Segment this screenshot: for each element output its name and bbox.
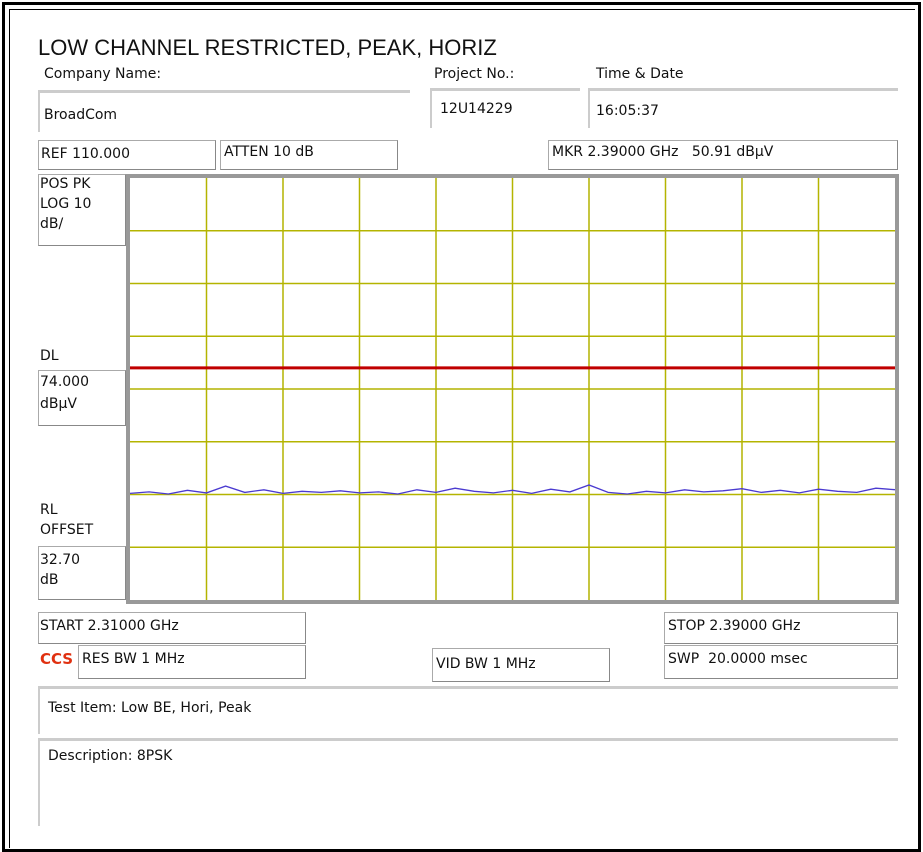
atten-box: [220, 140, 398, 170]
test-item: Test Item: Low BE, Hori, Peak: [48, 700, 252, 716]
detector: dB/: [40, 216, 64, 232]
vid-bw: VID BW 1 MHz: [436, 656, 536, 672]
title: LOW CHANNEL RESTRICTED, PEAK, HORIZ: [38, 35, 497, 60]
dl-value: 74.000: [40, 374, 89, 390]
atten: ATTEN 10 dB: [224, 144, 314, 160]
time: 16:05:37: [596, 103, 659, 119]
inner-frame: [9, 9, 915, 848]
stop-box: [664, 612, 898, 644]
test-item-field: [38, 686, 898, 734]
sweep: SWP 20.0000 msec: [668, 651, 808, 667]
start: START 2.31000 GHz: [40, 618, 179, 634]
marker-box: [548, 140, 898, 170]
detector: POS PK: [40, 176, 91, 192]
company-field: [38, 90, 410, 132]
description-field: [38, 738, 898, 826]
rl-unit: dB: [40, 572, 59, 588]
trace: [129, 484, 896, 495]
res-bw: RES BW 1 MHz: [82, 651, 185, 667]
plot-border: [126, 174, 899, 604]
start-box: [38, 612, 306, 644]
time-field: [588, 88, 898, 128]
rl-label: OFFSET: [40, 522, 94, 538]
rl-value: 32.70: [40, 552, 81, 568]
marker: MKR 2.39000 GHz 50.91 dBµV: [552, 144, 774, 160]
time-label: Time & Date: [596, 66, 684, 82]
stop: STOP 2.39000 GHz: [668, 618, 801, 634]
vid-bw-box: [432, 648, 610, 682]
res-bw-box: [78, 645, 306, 679]
company-label: Company Name:: [44, 66, 162, 82]
project-field: [430, 88, 580, 128]
detector-box: [38, 174, 126, 246]
logo: CCS: [40, 650, 74, 668]
dl-box: [38, 370, 126, 426]
rl-label: RL: [40, 502, 58, 518]
dl-unit: dBµV: [40, 396, 77, 412]
description: Description: 8PSK: [48, 748, 173, 764]
sweep-box: [664, 645, 898, 679]
ref: REF 110.000: [41, 146, 130, 162]
project-label: Project No.:: [434, 66, 515, 82]
rl-box: [38, 546, 126, 600]
company: BroadCom: [44, 107, 118, 123]
detector: LOG 10: [40, 196, 92, 212]
dl-label: DL: [40, 348, 59, 364]
project: 12U14229: [440, 101, 513, 117]
ref-box: [38, 140, 216, 170]
